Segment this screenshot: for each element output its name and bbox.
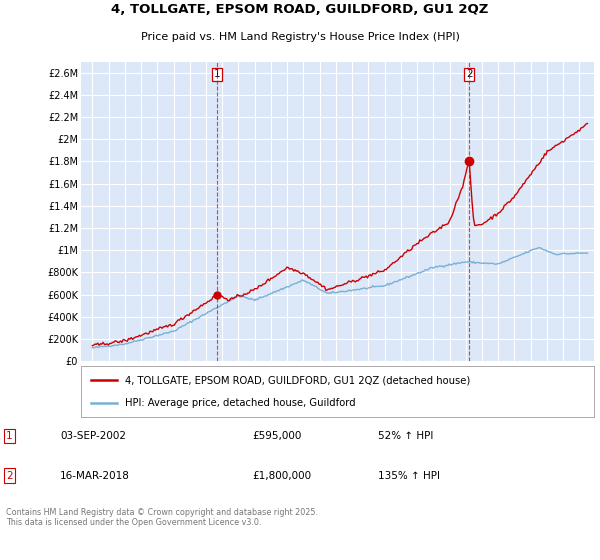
- Text: 135% ↑ HPI: 135% ↑ HPI: [378, 470, 440, 480]
- Text: HPI: Average price, detached house, Guildford: HPI: Average price, detached house, Guil…: [125, 398, 355, 408]
- Text: 52% ↑ HPI: 52% ↑ HPI: [378, 431, 433, 441]
- Text: 2: 2: [466, 69, 472, 79]
- Text: £1,800,000: £1,800,000: [252, 470, 311, 480]
- Text: 16-MAR-2018: 16-MAR-2018: [60, 470, 130, 480]
- Text: 4, TOLLGATE, EPSOM ROAD, GUILDFORD, GU1 2QZ (detached house): 4, TOLLGATE, EPSOM ROAD, GUILDFORD, GU1 …: [125, 375, 470, 385]
- Text: Contains HM Land Registry data © Crown copyright and database right 2025.
This d: Contains HM Land Registry data © Crown c…: [6, 507, 318, 527]
- Text: 1: 1: [214, 69, 220, 79]
- Text: 2: 2: [6, 470, 13, 480]
- Text: 4, TOLLGATE, EPSOM ROAD, GUILDFORD, GU1 2QZ: 4, TOLLGATE, EPSOM ROAD, GUILDFORD, GU1 …: [112, 3, 488, 16]
- Text: 1: 1: [6, 431, 13, 441]
- Text: 03-SEP-2002: 03-SEP-2002: [60, 431, 126, 441]
- Text: £595,000: £595,000: [252, 431, 301, 441]
- Text: Price paid vs. HM Land Registry's House Price Index (HPI): Price paid vs. HM Land Registry's House …: [140, 32, 460, 43]
